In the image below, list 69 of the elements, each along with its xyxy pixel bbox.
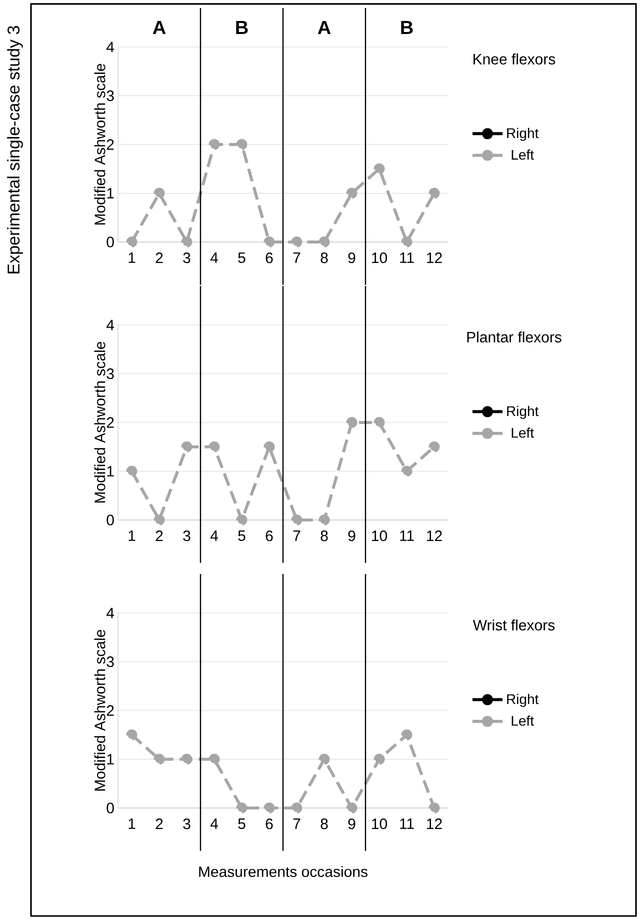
x-tick-label: 10 bbox=[372, 530, 387, 542]
y-tick-label: 4 bbox=[106, 320, 114, 330]
x-tick-label: 3 bbox=[183, 818, 190, 830]
y-axis-title: Modified Ashworth scale bbox=[94, 630, 106, 791]
x-tick-label: 11 bbox=[400, 252, 414, 263]
legend-title: Plantar flexors bbox=[467, 331, 562, 342]
x-tick-label: 5 bbox=[238, 818, 246, 829]
x-tick-label: 9 bbox=[348, 530, 356, 542]
text: B bbox=[236, 20, 248, 34]
y-tick-label: 3 bbox=[106, 90, 114, 102]
text: B bbox=[401, 20, 413, 34]
x-tick-label: 5 bbox=[238, 252, 246, 263]
y-tick-label: 2 bbox=[106, 417, 114, 428]
x-tick-label: 9 bbox=[348, 252, 356, 264]
x-tick-label: 6 bbox=[266, 530, 273, 542]
y-axis-title: Modified Ashworth scale bbox=[94, 342, 106, 503]
legend-label: Right bbox=[507, 694, 539, 707]
y-tick-label: 0 bbox=[106, 236, 114, 248]
x-tick-label: 7 bbox=[293, 252, 300, 263]
y-tick-label: 2 bbox=[106, 139, 114, 150]
x-tick-label: 9 bbox=[348, 818, 356, 830]
x-tick-label: 4 bbox=[210, 530, 218, 541]
y-tick-label: 1 bbox=[107, 466, 114, 476]
y-tick-label: 4 bbox=[106, 42, 114, 52]
x-tick-label: 2 bbox=[156, 530, 163, 541]
y-tick-label: 4 bbox=[106, 608, 114, 618]
x-tick-label: 6 bbox=[266, 252, 273, 264]
y-tick-label: 0 bbox=[106, 802, 114, 814]
x-tick-label: 7 bbox=[293, 818, 300, 829]
x-tick-label: 2 bbox=[156, 252, 163, 263]
y-tick-label: 3 bbox=[106, 368, 114, 380]
legend-label: Left bbox=[512, 716, 534, 726]
text: Experimental single-case study 3 bbox=[7, 26, 23, 274]
legend-label: Left bbox=[512, 149, 534, 160]
y-tick-label: 1 bbox=[107, 188, 114, 198]
x-tick-label: 12 bbox=[427, 818, 442, 830]
legend-title: Wrist flexors bbox=[472, 619, 555, 630]
x-tick-label: 8 bbox=[320, 252, 328, 264]
x-axis-title: Measurements occasions bbox=[199, 866, 368, 878]
y-tick-label: 3 bbox=[106, 656, 114, 668]
y-tick-label: 1 bbox=[107, 754, 114, 764]
x-tick-label: 6 bbox=[266, 818, 273, 830]
x-tick-label: 12 bbox=[427, 530, 442, 541]
x-tick-label: 3 bbox=[183, 252, 190, 264]
x-tick-label: 3 bbox=[183, 530, 190, 542]
x-tick-label: 8 bbox=[320, 530, 328, 542]
x-tick-label: 4 bbox=[210, 818, 218, 829]
x-tick-label: 1 bbox=[128, 530, 136, 541]
legend-label: Right bbox=[507, 406, 539, 419]
text: A bbox=[152, 20, 166, 34]
x-tick-label: 1 bbox=[128, 252, 136, 263]
x-tick-label: 10 bbox=[372, 252, 387, 264]
x-tick-label: 11 bbox=[400, 530, 414, 541]
x-tick-label: 11 bbox=[400, 818, 414, 829]
x-tick-label: 5 bbox=[238, 530, 246, 541]
x-tick-label: 8 bbox=[320, 818, 328, 830]
text: A bbox=[318, 20, 331, 34]
legend-label: Left bbox=[512, 428, 534, 438]
x-tick-label: 2 bbox=[156, 818, 163, 830]
x-tick-label: 10 bbox=[372, 818, 387, 830]
legend-title: Knee flexors bbox=[474, 53, 556, 64]
y-tick-label: 0 bbox=[106, 514, 114, 526]
x-tick-label: 1 bbox=[128, 818, 136, 829]
y-axis-title: Modified Ashworth scale bbox=[94, 64, 106, 225]
x-tick-label: 4 bbox=[210, 252, 218, 263]
x-tick-label: 12 bbox=[427, 252, 442, 263]
legend-label: Right bbox=[507, 128, 539, 141]
x-tick-label: 7 bbox=[293, 530, 300, 541]
y-tick-label: 2 bbox=[106, 705, 114, 716]
